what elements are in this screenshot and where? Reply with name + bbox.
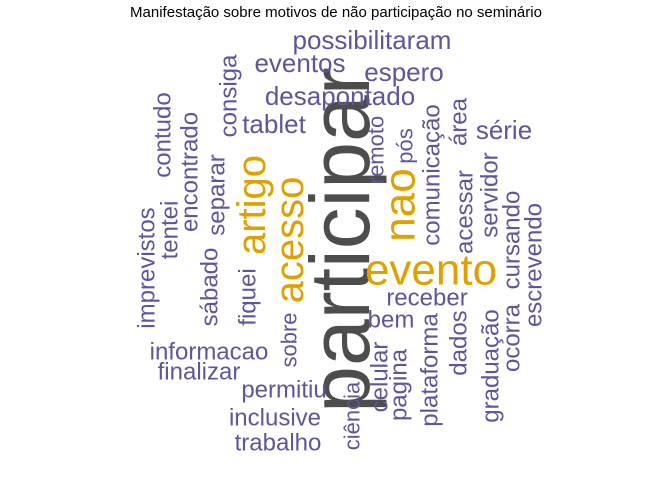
word-33: pagina [386,348,413,421]
word-23: série [476,115,532,145]
word-36: graduação [478,309,505,422]
word-40: trabalho [235,430,322,457]
word-27: receber [386,285,467,312]
word-26: escrevendo [521,203,548,327]
word-18: remoto [364,116,389,184]
word-11: contudo [150,92,177,177]
word-3: acesso [268,177,312,304]
word-32: celular [367,342,394,413]
word-34: plataforma [417,313,444,427]
word-16: sábado [197,248,224,327]
word-2: nao [376,168,425,241]
word-20: comunicação [419,104,446,245]
word-0: participar [293,67,387,412]
word-22: acessar [452,170,479,254]
word-37: ocorra [499,303,526,372]
word-19: pós [393,128,418,163]
word-39: inclusive [229,405,321,432]
chart-title: Manifestação sobre motivos de não partic… [130,4,542,21]
word-31: finalizar [158,359,241,386]
word-35: dados [446,310,473,375]
word-13: tentei [157,201,184,260]
word-15: separar [204,154,231,235]
word-14: imprevistos [134,207,161,328]
word-30: sobre [277,312,302,367]
word-41: ciência [340,381,365,450]
word-9: tablet [242,109,306,139]
word-21: área [446,97,473,146]
word-25: cursando [499,191,526,290]
word-6: eventos [254,48,345,78]
word-38: permitiu [241,377,326,404]
word-7: espero [364,57,444,87]
word-17: fiquei [235,268,262,325]
word-24: servidor [477,152,504,237]
word-10: consiga [216,54,243,137]
word-4: artigo [230,155,274,255]
word-5: possibilitaram [293,25,452,55]
word-8: desapontado [265,81,415,111]
word-28: bem [368,307,415,334]
word-12: encontrado [177,112,204,232]
word-29: informacao [150,339,269,366]
word-1: evento [365,246,497,295]
